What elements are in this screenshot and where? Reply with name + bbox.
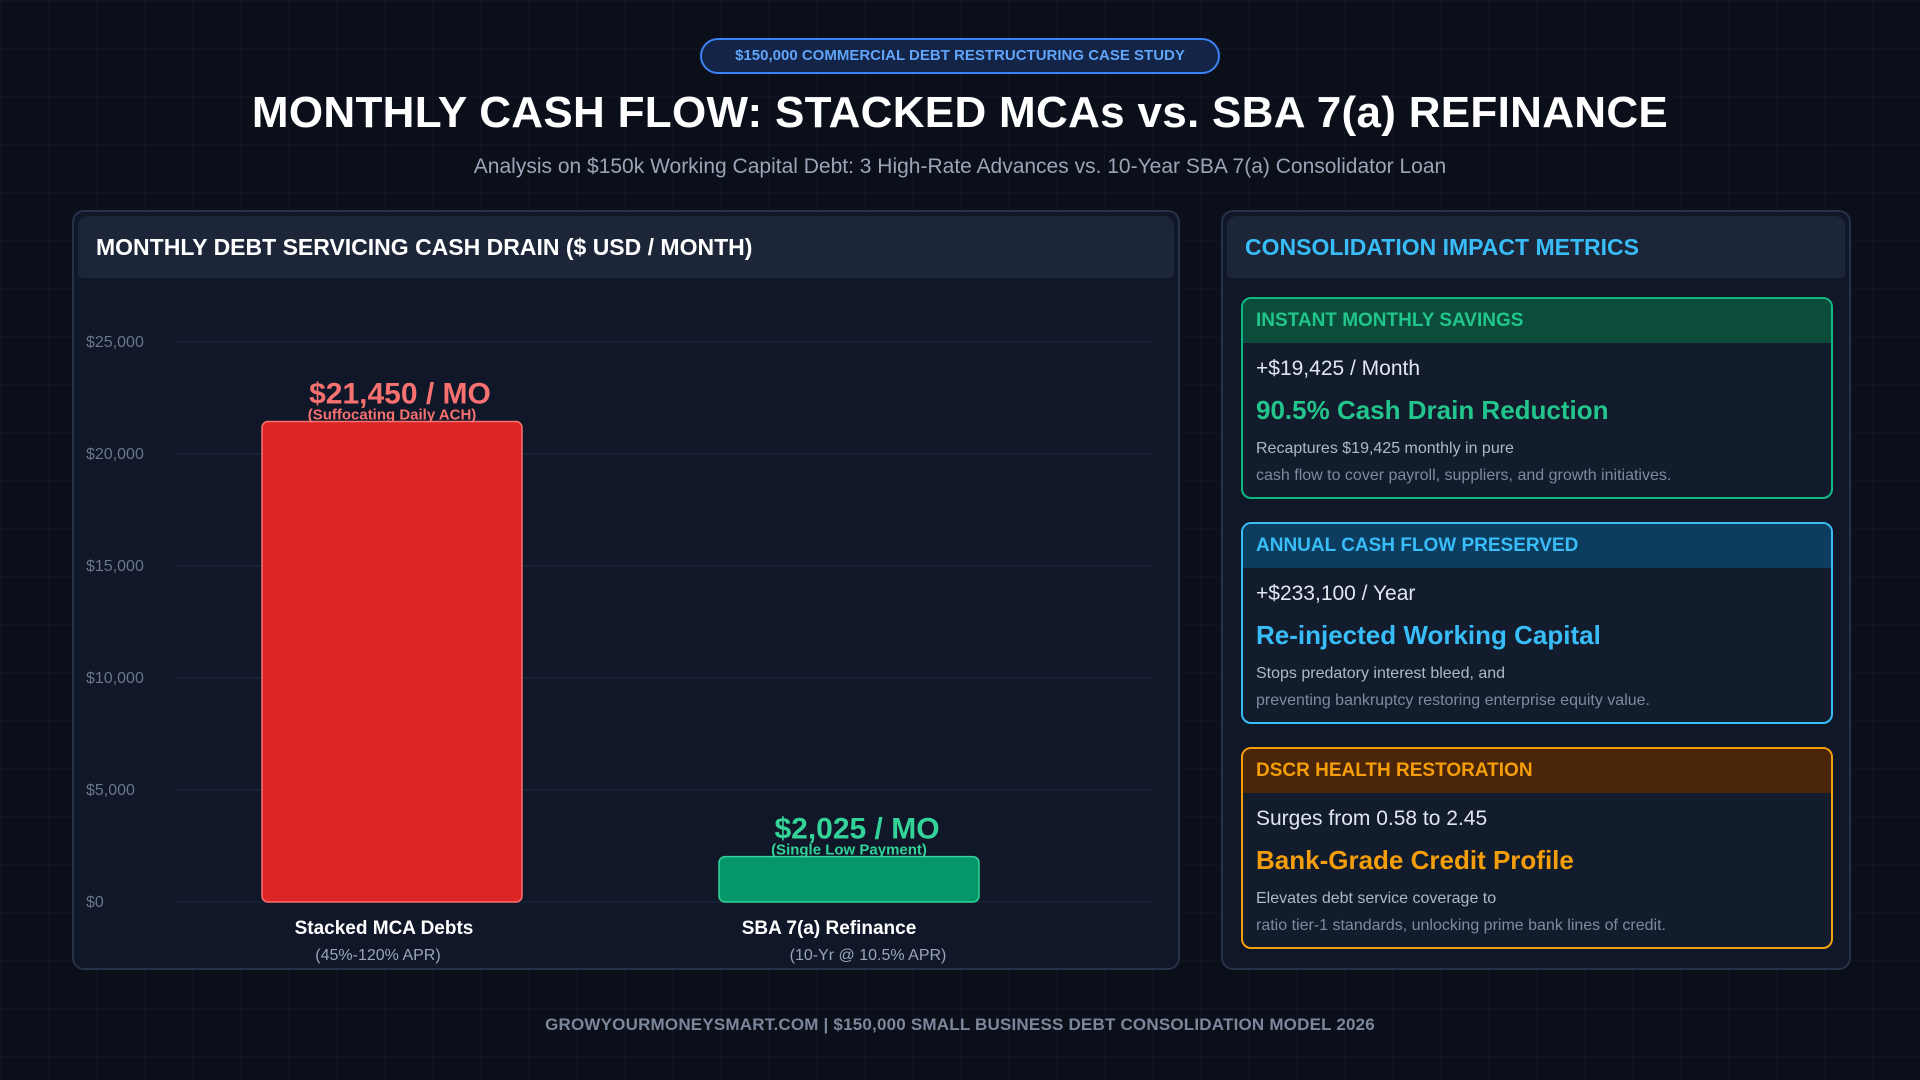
- metric-card-header: INSTANT MONTHLY SAVINGS: [1243, 299, 1831, 343]
- bar-value-sublabel: (Single Low Payment): [771, 842, 927, 859]
- metric-card-dscr-health: DSCR HEALTH RESTORATION Surges from 0.58…: [1241, 747, 1833, 949]
- metric-card-value: Surges from 0.58 to 2.45: [1256, 807, 1488, 830]
- x-category-sublabel: (10-Yr @ 10.5% APR): [790, 947, 947, 964]
- y-tick-label: $10,000: [86, 670, 144, 687]
- x-category-label: Stacked MCA Debts: [295, 918, 474, 939]
- case-study-badge: $150,000 COMMERCIAL DEBT RESTRUCTURING C…: [700, 38, 1220, 74]
- metric-card-description-2: cash flow to cover payroll, suppliers, a…: [1256, 467, 1672, 484]
- y-tick-label: $0: [86, 894, 104, 911]
- metric-card-description-2: preventing bankruptcy restoring enterpri…: [1256, 692, 1650, 709]
- metrics-panel: CONSOLIDATION IMPACT METRICS INSTANT MON…: [1221, 210, 1851, 970]
- metric-card-annual-cash-flow: ANNUAL CASH FLOW PRESERVED +$233,100 / Y…: [1241, 522, 1833, 724]
- y-tick-label: $15,000: [86, 558, 144, 575]
- bar: [261, 420, 523, 903]
- bar-value-sublabel: (Suffocating Daily ACH): [308, 407, 477, 424]
- x-category-sublabel: (45%-120% APR): [315, 947, 440, 964]
- x-category-label: SBA 7(a) Refinance: [742, 918, 917, 939]
- metric-card-headline: Bank-Grade Credit Profile: [1256, 845, 1574, 875]
- metric-card-description-2: ratio tier-1 standards, unlocking prime …: [1256, 917, 1666, 934]
- footer-text: GROWYOURMONEYSMART.COM | $150,000 SMALL …: [545, 1015, 1375, 1034]
- metric-card-header: ANNUAL CASH FLOW PRESERVED: [1243, 524, 1831, 568]
- metric-card-description: Recaptures $19,425 monthly in pure: [1256, 440, 1514, 457]
- bar-value-label: $21,450 / MO: [309, 378, 491, 411]
- bar-value-label: $2,025 / MO: [774, 813, 939, 846]
- y-tick-label: $25,000: [86, 334, 144, 351]
- chart-panel: MONTHLY DEBT SERVICING CASH DRAIN ($ USD…: [72, 210, 1180, 970]
- page-title: MONTHLY CASH FLOW: STACKED MCAs vs. SBA …: [251, 88, 1669, 137]
- chart-panel-title: MONTHLY DEBT SERVICING CASH DRAIN ($ USD…: [78, 216, 1174, 278]
- bar-chart: $0 $5,000 $10,000 $15,000 $20,000 $25,000 $21,…: [86, 334, 1152, 964]
- metrics-panel-title: CONSOLIDATION IMPACT METRICS: [1227, 216, 1845, 278]
- metric-card-value: +$19,425 / Month: [1256, 357, 1421, 380]
- metric-card-monthly-savings: INSTANT MONTHLY SAVINGS +$19,425 / Month…: [1241, 297, 1833, 499]
- metric-card-description: Stops predatory interest bleed, and: [1256, 665, 1506, 682]
- metric-card-description: Elevates debt service coverage to: [1256, 890, 1497, 907]
- y-tick-label: $20,000: [86, 446, 144, 463]
- page-subtitle: Analysis on $150k Working Capital Debt: …: [473, 155, 1447, 178]
- metric-card-value: +$233,100 / Year: [1256, 582, 1416, 605]
- bar: [718, 855, 980, 903]
- metric-card-header: DSCR HEALTH RESTORATION: [1243, 749, 1831, 793]
- y-tick-label: $5,000: [86, 782, 135, 799]
- metric-card-headline: Re-injected Working Capital: [1256, 620, 1601, 650]
- metric-card-headline: 90.5% Cash Drain Reduction: [1256, 395, 1609, 425]
